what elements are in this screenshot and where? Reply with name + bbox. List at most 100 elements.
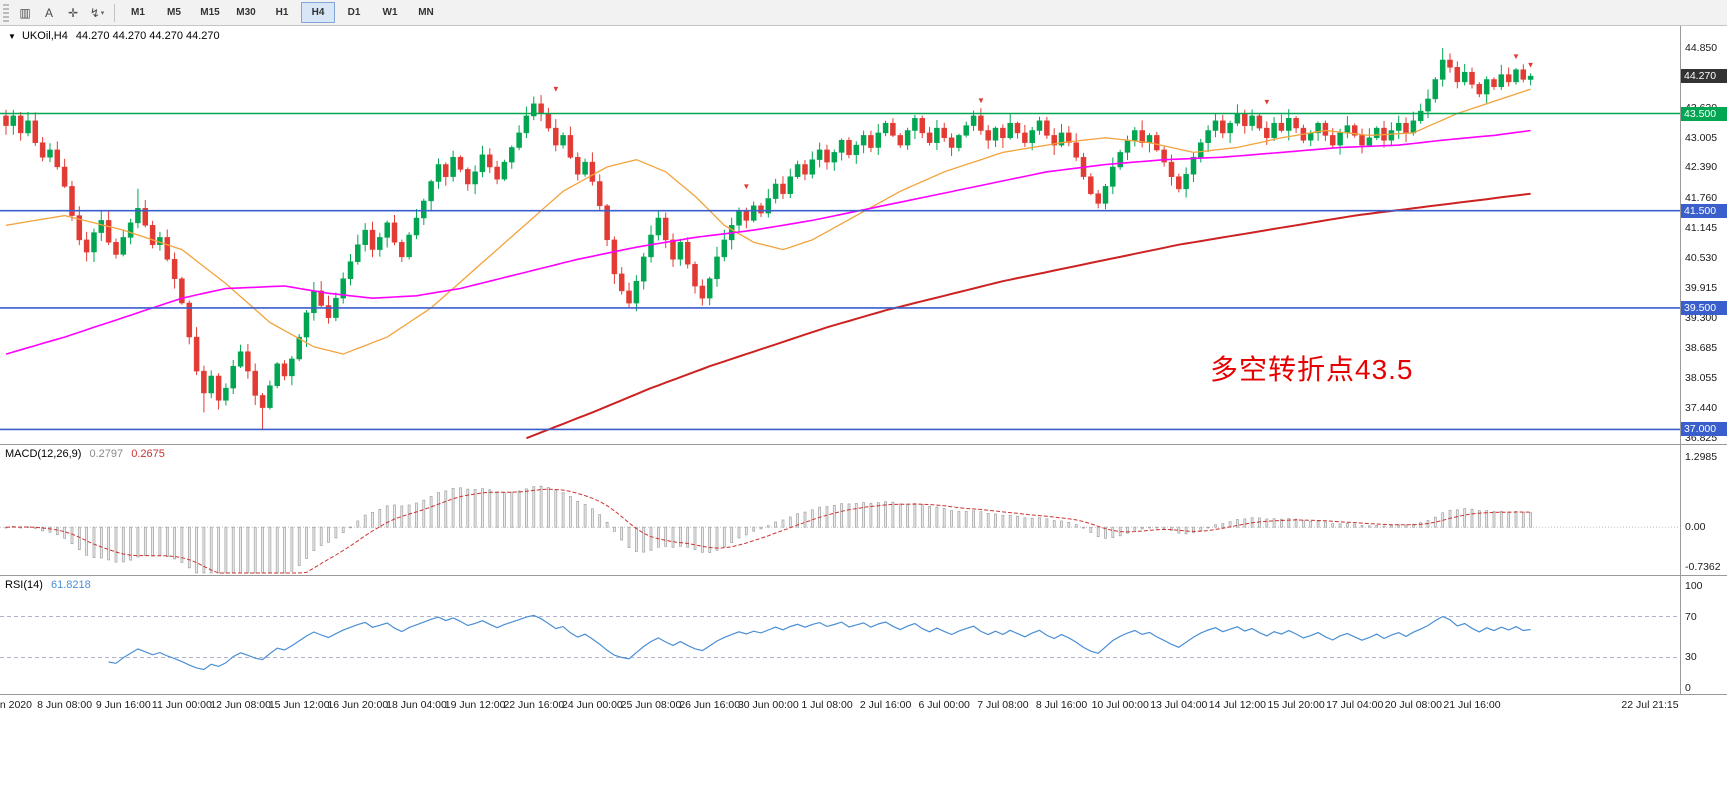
timeframe-button-h1[interactable]: H1 [275, 7, 289, 18]
time-axis-label: 10 Jul 00:00 [1091, 699, 1149, 711]
time-axis-label: 8 Jul 16:00 [1035, 699, 1088, 711]
symbol-ohlc-values: 44.270 44.270 44.270 44.270 [75, 30, 220, 42]
time-axis-label: 1 Jul 08:00 [801, 699, 853, 711]
main-chart-panel: ▼ ▼ ▼ ▼ ▼ ▼ ▼ UKOil,H4 44.270 44.270 44.270 4… [0, 26, 1727, 445]
timeframe-button-h4[interactable]: H4 [301, 2, 335, 23]
signal-arrow-icon: ▼ [1263, 98, 1271, 107]
timeframe-button-group: M1 M5 M15 M30 H1 H4 D1 W1 MN [120, 2, 444, 23]
chevron-down-icon: ▾ [100, 9, 105, 17]
window-background [0, 715, 1727, 794]
price-axis-label: 43.005 [1685, 131, 1718, 144]
timeframe-button-d1[interactable]: D1 [347, 7, 361, 18]
timeframe-button-m5[interactable]: M5 [167, 7, 181, 18]
time-axis-label: 7 Jul 08:00 [977, 699, 1029, 711]
rsi-axis-label: 100 [1685, 580, 1703, 592]
symbol-name: UKOil,H4 [21, 30, 68, 42]
rsi-panel: RSI(14) 61.8218 100 70 30 0 [0, 576, 1727, 695]
toolbar-separator [114, 3, 115, 22]
price-axis-label: 38.685 [1685, 341, 1718, 354]
price-axis[interactable]: 44.85043.62043.00542.39041.76041.14540.5… [1680, 26, 1727, 444]
rsi-value: 61.8218 [50, 579, 91, 591]
draw-tools-icon[interactable]: ↯ ▾ [89, 5, 105, 20]
price-axis-label: 38.055 [1685, 372, 1718, 385]
macd-name: MACD(12,26,9) [5, 448, 82, 460]
mid-ma-line [5, 129, 1531, 355]
level-price-badge: 39.500 [1681, 300, 1727, 315]
chart-annotation-text[interactable]: 多空转折点43.5 [1210, 354, 1414, 385]
toolbar-drag-handle[interactable] [3, 3, 9, 22]
fast-ma-line [5, 88, 1531, 355]
time-axis-label: 13 Jul 04:00 [1150, 699, 1208, 711]
crosshair-icon[interactable]: ✛ [67, 5, 79, 20]
time-axis-label: 6 Jul 00:00 [918, 699, 970, 711]
current-price-badge: 44.270 [1681, 69, 1727, 84]
slow-ma-line [526, 192, 1531, 440]
signal-arrow-icon: ▼ [1527, 60, 1535, 69]
time-axis-label: 15 Jun 12:00 [268, 699, 330, 711]
time-axis-label: 30 Jun 00:00 [737, 699, 799, 711]
price-axis-label: 41.760 [1685, 192, 1718, 205]
macd-axis[interactable]: 1.2985 0.00 -0.7362 [1680, 445, 1727, 575]
timeframe-button-m1[interactable]: M1 [131, 7, 145, 18]
price-axis-label: 39.915 [1685, 281, 1718, 294]
time-axis-label: 17 Jul 04:00 [1326, 699, 1384, 711]
rsi-axis-label: 0 [1685, 682, 1691, 694]
time-axis-label: 5 Jun 2020 [0, 699, 32, 711]
toolbar: ▥ A ✛ ↯ ▾ M1 M5 M15 M30 H1 H4 D1 W1 MN [0, 0, 1727, 26]
rsi-axis-label: 30 [1685, 651, 1697, 664]
timeframe-button-w1[interactable]: W1 [382, 7, 398, 18]
timeframe-button-m30[interactable]: M30 [236, 7, 256, 18]
time-axis-label: 11 Jun 00:00 [151, 699, 212, 711]
macd-axis-label: 1.2985 [1685, 451, 1718, 463]
main-chart-canvas[interactable]: ▼ ▼ ▼ ▼ ▼ ▼ [0, 26, 1680, 444]
price-axis-label: 37.440 [1685, 402, 1718, 414]
signal-arrow-icon: ▼ [1512, 52, 1520, 61]
signal-arrow-icon: ▼ [552, 85, 560, 94]
price-axis-label: 40.530 [1685, 251, 1718, 264]
rsi-canvas[interactable] [0, 576, 1680, 694]
chevron-down-icon[interactable]: ▼ [8, 32, 16, 41]
time-axis-label: 2 Jul 16:00 [859, 699, 912, 711]
time-axis-label: 24 Jun 00:00 [562, 699, 623, 711]
macd-value-main: 0.2797 [89, 448, 124, 460]
macd-panel: MACD(12,26,9) 0.2797 0.2675 1.2985 0.00 -0… [0, 445, 1727, 576]
time-axis-label: 9 Jun 16:00 [95, 699, 151, 711]
time-axis-label: 22 Jun 16:00 [503, 699, 565, 711]
price-axis-label: 42.390 [1685, 161, 1718, 174]
time-axis-label: 20 Jul 08:00 [1384, 699, 1442, 711]
level-price-badge: 43.500 [1681, 106, 1727, 121]
time-axis-label: 18 Jun 04:00 [386, 699, 447, 711]
level-price-badge: 41.500 [1681, 203, 1727, 218]
time-axis-label: 12 Jun 08:00 [210, 699, 271, 711]
price-axis-label: 44.850 [1685, 41, 1718, 54]
time-axis-label: 26 Jun 16:00 [679, 699, 741, 711]
chart-window-icon[interactable]: ▥ [19, 5, 31, 20]
timeframe-button-mn[interactable]: MN [418, 7, 434, 18]
time-axis-label: 14 Jul 12:00 [1208, 699, 1266, 711]
rsi-axis-label: 70 [1685, 610, 1697, 623]
text-label-icon[interactable]: A [44, 5, 53, 20]
signal-arrow-icon: ▼ [977, 96, 985, 105]
signal-arrow-icon: ▼ [742, 182, 750, 191]
rsi-axis[interactable]: 100 70 30 0 [1680, 576, 1727, 694]
rsi-name: RSI(14) [5, 579, 43, 591]
price-axis-label: 41.145 [1685, 222, 1718, 234]
time-axis-label: 8 Jun 08:00 [37, 699, 93, 711]
chart-symbol-label: ▼ UKOil,H4 44.270 44.270 44.270 44.270 [8, 30, 220, 42]
time-axis-label: 19 Jun 12:00 [444, 699, 506, 711]
macd-axis-label: -0.7362 [1685, 561, 1721, 573]
level-price-badge: 37.000 [1681, 422, 1727, 437]
time-axis-label: 15 Jul 20:00 [1267, 699, 1325, 711]
time-axis-label: 21 Jul 16:00 [1443, 699, 1501, 711]
macd-value-signal: 0.2675 [131, 448, 165, 460]
tool-button-group: ▥ A ✛ ↯ ▾ [13, 2, 109, 24]
macd-label: MACD(12,26,9) 0.2797 0.2675 [5, 448, 165, 460]
macd-axis-label: 0.00 [1685, 521, 1706, 534]
macd-canvas[interactable] [0, 445, 1680, 575]
time-axis-label: 16 Jun 20:00 [327, 699, 389, 711]
time-axis-label: 25 Jun 08:00 [620, 699, 682, 711]
rsi-label: RSI(14) 61.8218 [5, 579, 91, 591]
timeframe-button-m15[interactable]: M15 [200, 7, 220, 18]
